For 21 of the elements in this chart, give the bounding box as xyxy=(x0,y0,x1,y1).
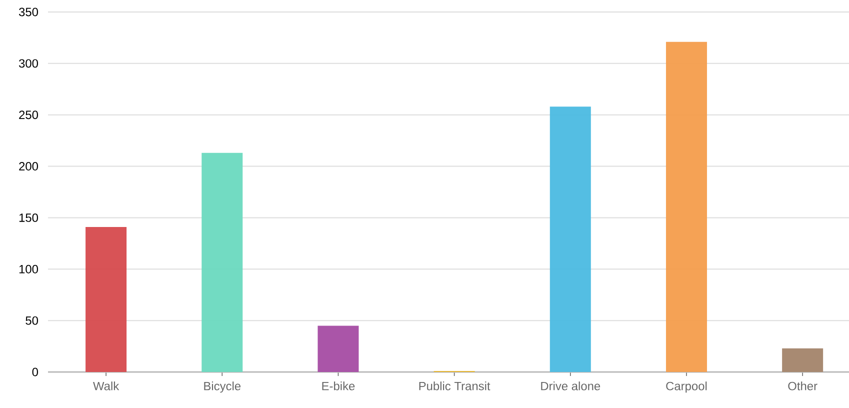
bar xyxy=(318,326,359,372)
bar xyxy=(86,226,127,372)
y-tick-label: 250 xyxy=(19,110,38,120)
x-tick-label: E-bike xyxy=(322,382,355,390)
y-tick-label: 100 xyxy=(19,264,38,274)
x-tick-label: Carpool xyxy=(666,382,707,393)
bar xyxy=(782,348,824,372)
y-tick-label: 300 xyxy=(18,59,38,68)
y-tick-label: 0 xyxy=(32,368,38,376)
y-tick-label: 50 xyxy=(26,316,38,325)
x-tick-label: Public Transit xyxy=(419,382,490,390)
bar xyxy=(666,42,707,372)
bar xyxy=(550,106,591,372)
y-tick-label: 350 xyxy=(18,8,38,16)
x-tick-label: Drive alone xyxy=(541,382,600,390)
y-tick-label: 200 xyxy=(19,162,38,171)
y-tick-label: 150 xyxy=(19,213,38,222)
x-tick-label: Other xyxy=(788,382,818,390)
x-tick-label: Bicycle xyxy=(204,382,241,393)
x-tick-label: Walk xyxy=(93,382,120,390)
bar xyxy=(202,152,243,372)
